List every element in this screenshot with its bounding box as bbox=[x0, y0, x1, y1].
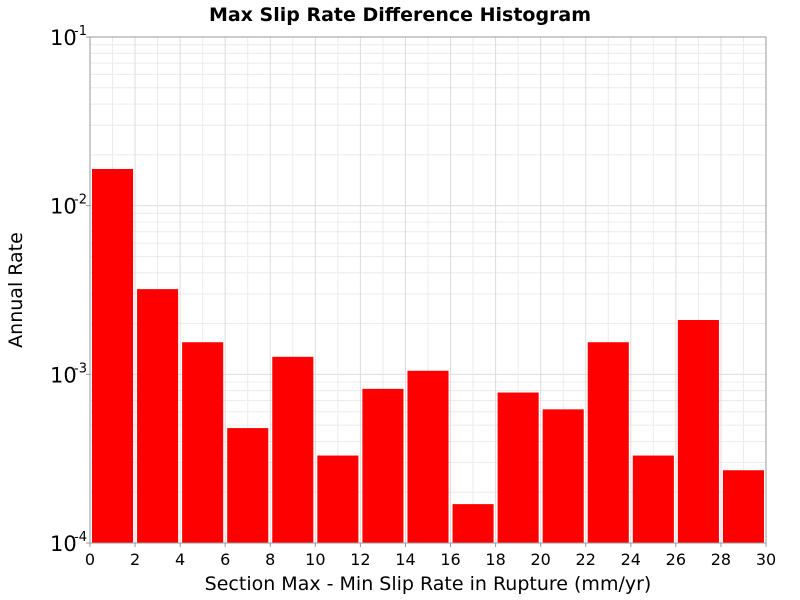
x-tick-label: 28 bbox=[711, 550, 731, 569]
y-tick-label: 10 bbox=[50, 195, 77, 219]
x-tick-label: 10 bbox=[305, 550, 325, 569]
x-tick-label: 8 bbox=[265, 550, 275, 569]
bar bbox=[722, 470, 764, 543]
y-axis-ticks: 10-110-210-310-4 bbox=[50, 24, 90, 556]
bar bbox=[92, 168, 134, 543]
y-tick-exponent: -1 bbox=[74, 24, 87, 39]
bar bbox=[677, 319, 719, 543]
x-tick-label: 24 bbox=[621, 550, 641, 569]
x-tick-label: 0 bbox=[85, 550, 95, 569]
bar bbox=[497, 392, 539, 543]
bar bbox=[137, 289, 179, 543]
x-tick-label: 2 bbox=[130, 550, 140, 569]
x-tick-label: 6 bbox=[220, 550, 230, 569]
x-tick-label: 22 bbox=[576, 550, 596, 569]
x-axis-ticks: 0 2 4 6 8 10 12 14 16 18 20 22 24 26 28 30 bbox=[85, 543, 776, 569]
chart-title: Max Slip Rate Difference Histogram bbox=[209, 4, 591, 26]
bar bbox=[272, 356, 314, 543]
y-axis-label: Annual Rate bbox=[5, 232, 27, 348]
y-tick-label: 10 bbox=[50, 363, 77, 387]
bar bbox=[632, 455, 674, 543]
y-tick-exponent: -2 bbox=[74, 193, 87, 208]
y-tick-exponent: -3 bbox=[74, 361, 87, 376]
bar bbox=[407, 370, 449, 543]
x-tick-label: 18 bbox=[485, 550, 505, 569]
bar bbox=[182, 342, 224, 543]
bar bbox=[587, 342, 629, 543]
bar bbox=[542, 409, 584, 543]
x-tick-label: 12 bbox=[350, 550, 370, 569]
x-axis-label: Section Max - Min Slip Rate in Rupture (… bbox=[205, 573, 652, 595]
bar bbox=[317, 455, 359, 543]
y-tick-label: 10 bbox=[50, 26, 77, 50]
x-tick-label: 14 bbox=[395, 550, 415, 569]
x-tick-label: 20 bbox=[530, 550, 550, 569]
bars bbox=[92, 168, 764, 543]
x-tick-label: 30 bbox=[756, 550, 776, 569]
y-tick-label: 10 bbox=[50, 532, 77, 556]
bar bbox=[452, 504, 494, 543]
x-tick-label: 26 bbox=[666, 550, 686, 569]
y-tick-exponent: -4 bbox=[74, 530, 87, 545]
x-tick-label: 4 bbox=[175, 550, 185, 569]
x-tick-label: 16 bbox=[440, 550, 460, 569]
bar bbox=[362, 388, 404, 543]
bar bbox=[227, 428, 269, 543]
plot-frame bbox=[89, 36, 767, 544]
